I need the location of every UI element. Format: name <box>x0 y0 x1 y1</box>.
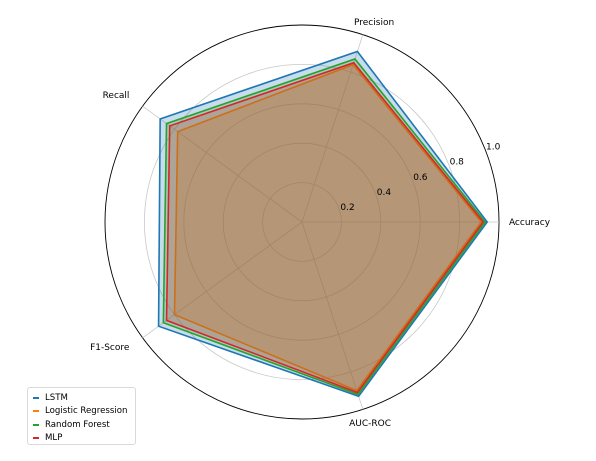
tick-label: 0.2 <box>340 203 354 213</box>
legend-swatch <box>33 437 39 440</box>
legend-label: Random Forest <box>45 419 110 430</box>
axis-label-accuracy: Accuracy <box>509 218 551 228</box>
tick-label: 1.0 <box>486 143 501 153</box>
legend-item: Logistic Regression <box>33 405 130 419</box>
legend-swatch <box>33 410 39 413</box>
axis-label-auc-roc: AUC-ROC <box>349 419 391 429</box>
axis-spoke <box>301 221 364 410</box>
legend-swatch <box>33 423 39 426</box>
legend: LSTM Logistic Regression Random Forest MLP <box>27 387 136 445</box>
tick-label: 0.4 <box>377 188 392 198</box>
axis-label-precision: Precision <box>354 18 394 28</box>
legend-label: LSTM <box>45 392 68 403</box>
tick-label: 0.8 <box>450 158 465 168</box>
axis-spoke <box>142 221 303 339</box>
legend-label: MLP <box>45 433 63 444</box>
axis-spoke <box>301 34 364 223</box>
legend-label: Logistic Regression <box>45 406 128 417</box>
series-polygon-logistic-regression <box>173 63 483 392</box>
series-polygon-random-forest <box>162 58 487 396</box>
legend-swatch <box>33 396 39 399</box>
series-polygon-lstm <box>157 50 489 398</box>
series-polygon-mlp <box>165 61 485 394</box>
legend-item: MLP <box>33 432 130 446</box>
axis-label-f1-score: F1-Score <box>90 343 130 353</box>
legend-item: LSTM <box>33 391 130 405</box>
axis-label-recall: Recall <box>103 91 130 101</box>
tick-label: 0.6 <box>413 173 428 183</box>
legend-item: Random Forest <box>33 418 130 432</box>
